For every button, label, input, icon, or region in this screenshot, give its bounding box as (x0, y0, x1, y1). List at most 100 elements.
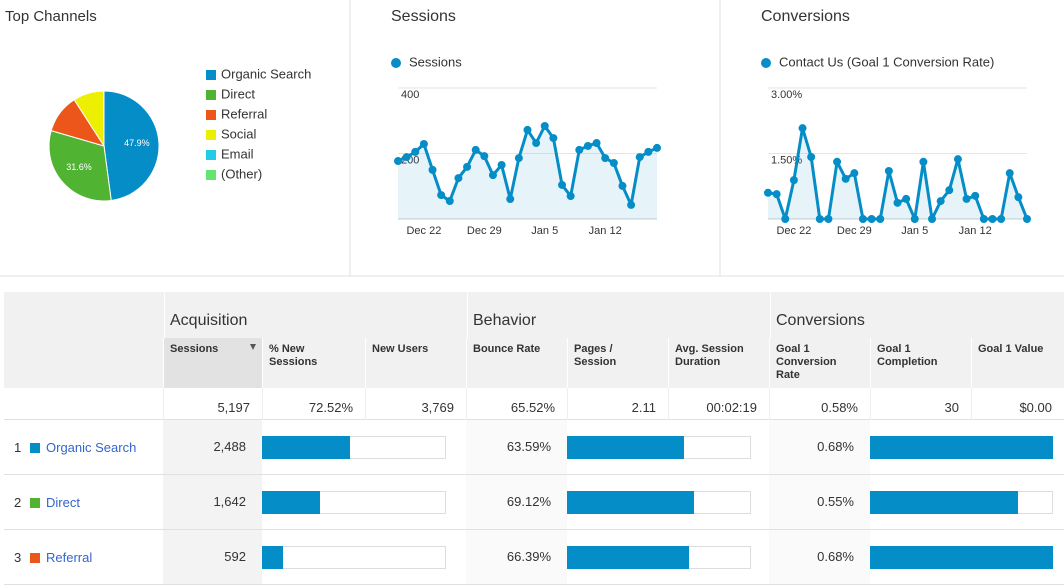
y-tick-label: 400 (401, 89, 419, 101)
legend-swatch (206, 130, 216, 140)
x-tick-label: Dec 29 (837, 225, 872, 237)
metric-cell: 69.12% (466, 475, 567, 529)
data-point (609, 158, 618, 167)
data-point (772, 190, 781, 199)
chart-title: Conversions (761, 8, 850, 25)
x-tick-label: Jan 5 (901, 225, 928, 237)
pie-slice (48, 130, 112, 202)
row-rank: 1 (14, 440, 22, 455)
legend-swatch (206, 110, 216, 120)
legend-label: Social (221, 126, 257, 141)
data-point (919, 157, 928, 166)
row-separator (4, 584, 1064, 585)
total-value: 00:02:19 (668, 388, 769, 420)
column-header: Pages / Session (567, 338, 668, 388)
row-color (30, 498, 40, 508)
data-point (824, 215, 833, 223)
data-point (841, 174, 850, 183)
total-value: 5,197 (163, 388, 262, 420)
legend-swatch (206, 90, 216, 100)
data-point (558, 180, 567, 189)
data-point (988, 215, 997, 223)
metric-cell: 66.39% (466, 530, 567, 584)
bar-track (262, 546, 446, 569)
row-separator (4, 529, 1064, 530)
data-point (523, 125, 532, 134)
legend-swatch (206, 150, 216, 160)
legend-label: Sessions (409, 54, 462, 69)
data-point (471, 145, 480, 154)
chart-title: Top Channels (5, 8, 97, 25)
column-header: % New Sessions (262, 338, 365, 388)
data-point (884, 166, 893, 175)
data-point (893, 198, 902, 207)
legend-swatch (206, 170, 216, 180)
column-header: Bounce Rate (466, 338, 567, 388)
data-point (540, 121, 549, 130)
data-point (532, 139, 541, 148)
pie-slice (103, 90, 160, 202)
data-point (454, 174, 463, 183)
data-point (592, 139, 601, 148)
sort-indicator (250, 344, 256, 350)
total-value: $0.00 (971, 388, 1064, 420)
row-rank: 2 (14, 495, 22, 510)
data-point (971, 191, 980, 200)
legend-label: Contact Us (Goal 1 Conversion Rate) (779, 54, 994, 69)
data-point (575, 145, 584, 154)
data-point (764, 188, 772, 197)
data-point (781, 215, 790, 223)
bar (567, 436, 684, 459)
legend-marker (391, 58, 401, 68)
x-tick-label: Jan 5 (531, 225, 558, 237)
column-header: Goal 1 Conversion Rate (769, 338, 870, 388)
slice-label: 31.6% (66, 162, 92, 172)
total-value: 30 (870, 388, 971, 420)
row-color (30, 443, 40, 453)
metric-cell: 0.55% (769, 475, 870, 529)
slice-label: 47.9% (124, 138, 150, 148)
data-point (644, 147, 653, 156)
y-tick-label: 1.50% (771, 154, 802, 166)
bar (262, 491, 321, 514)
totals-row (4, 388, 1064, 420)
column-header: Goal 1 Completion (870, 338, 971, 388)
bar (567, 491, 695, 514)
legend-swatch (206, 70, 216, 80)
bar (870, 546, 1053, 569)
x-tick-label: Dec 22 (406, 225, 441, 237)
total-value: 2.11 (567, 388, 668, 420)
legend-marker (761, 58, 771, 68)
data-point (601, 154, 610, 163)
series-area (398, 125, 657, 219)
data-point (411, 147, 420, 156)
group-header: Acquisition (164, 292, 466, 338)
row-channel[interactable]: Organic Search (46, 440, 137, 455)
data-point (798, 124, 807, 133)
data-point (936, 197, 945, 206)
metric-cell: 0.68% (769, 420, 870, 474)
row-channel[interactable]: Referral (46, 550, 93, 565)
metric-cell: 2,488 (163, 420, 262, 474)
x-tick-label: Dec 29 (467, 225, 502, 237)
data-point (437, 191, 446, 200)
metric-cell: 592 (163, 530, 262, 584)
legend-label: Email (221, 146, 254, 161)
data-point (858, 215, 867, 223)
group-header: Conversions (770, 292, 1064, 338)
data-point (549, 134, 558, 143)
total-value: 0.58% (769, 388, 870, 420)
y-tick-label: 3.00% (771, 89, 802, 101)
data-point (488, 171, 497, 180)
data-point (627, 200, 636, 209)
row-separator (4, 474, 1064, 475)
data-point (910, 215, 919, 223)
data-point (566, 192, 575, 201)
row-channel[interactable]: Direct (46, 495, 80, 510)
legend-label: (Other) (221, 166, 262, 181)
data-point (997, 215, 1006, 223)
data-point (480, 152, 489, 161)
header-cell (4, 338, 163, 388)
